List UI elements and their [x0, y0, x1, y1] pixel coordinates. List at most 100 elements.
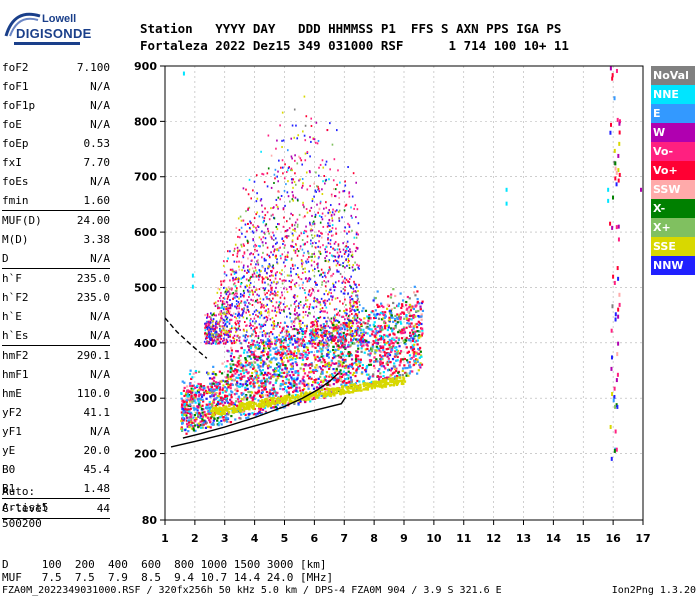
echo-point: [233, 250, 236, 253]
echo-point: [324, 390, 327, 394]
echo-point: [279, 353, 282, 357]
echo-point: [249, 314, 251, 317]
echo-point: [185, 416, 189, 419]
echo-point: [319, 334, 323, 337]
echo-point: [218, 297, 221, 300]
echo-point: [210, 330, 212, 333]
echo-point: [277, 196, 280, 199]
echo-point: [323, 280, 325, 283]
y-tick-label: 500: [134, 281, 157, 294]
echo-point: [380, 365, 383, 368]
echo-point: [288, 227, 291, 230]
echo-point: [343, 252, 346, 255]
echo-point: [325, 306, 328, 309]
echo-point: [180, 419, 183, 423]
echo-point: [335, 369, 338, 372]
echo-point: [307, 382, 310, 386]
echo-point: [233, 334, 236, 337]
echo-point: [294, 196, 297, 199]
echo-point: [290, 285, 292, 288]
echo-point: [365, 343, 368, 346]
echo-point: [352, 172, 355, 175]
echo-point: [372, 373, 375, 376]
echo-point: [293, 283, 296, 286]
echo-point: [327, 392, 331, 396]
echo-point: [306, 356, 309, 360]
echo-point: [238, 297, 240, 300]
echo-point: [400, 332, 403, 335]
echo-point: [243, 406, 246, 410]
echo-point: [281, 111, 284, 114]
echo-point: [408, 339, 411, 342]
echo-point: [289, 217, 291, 220]
echo-point: [324, 271, 326, 274]
echo-point: [301, 382, 304, 385]
logo-lowell-text: Lowell: [42, 13, 77, 25]
echo-point: [313, 195, 315, 198]
echo-point: [334, 286, 336, 289]
echo-point: [233, 273, 236, 276]
echo-point: [247, 193, 250, 196]
echo-point: [235, 380, 239, 383]
echo-point: [316, 396, 319, 399]
echo-point: [264, 332, 267, 335]
echo-point: [230, 403, 233, 406]
echo-point: [252, 299, 254, 302]
echo-point: [327, 222, 329, 225]
echo-point: [322, 379, 325, 382]
echo-point: [383, 343, 387, 346]
echo-point: [288, 338, 292, 342]
echo-point: [354, 261, 356, 264]
echo-point: [260, 354, 263, 358]
echo-point: [242, 369, 245, 372]
echo-point: [255, 372, 258, 375]
echo-point: [331, 362, 334, 365]
echo-point: [284, 386, 287, 389]
echo-point: [216, 322, 219, 325]
param-row: foE N/A: [2, 115, 110, 134]
echo-point: [319, 392, 323, 395]
echo-point: [264, 269, 266, 272]
echo-point: [247, 270, 250, 273]
echo-point: [356, 333, 358, 336]
echo-point: [354, 310, 356, 313]
echo-point: [359, 318, 363, 322]
param-row: fmin 1.60: [2, 191, 110, 211]
echo-point: [265, 223, 268, 226]
echo-point: [325, 331, 328, 334]
echo-point: [255, 200, 258, 203]
echo-point: [413, 325, 416, 328]
echo-point: [356, 329, 359, 332]
echo-point: [236, 277, 238, 280]
echo-point: [260, 303, 263, 306]
echo-point: [403, 380, 407, 383]
echo-point: [212, 419, 215, 422]
echo-point: [390, 293, 393, 296]
echo-point: [402, 339, 405, 342]
echo-point: [253, 217, 256, 220]
echo-point: [262, 374, 265, 377]
echo-point: [266, 319, 269, 322]
echo-point: [229, 335, 231, 338]
echo-point: [296, 345, 299, 348]
echo-point: [232, 363, 235, 366]
echo-point: [419, 346, 422, 350]
echo-point: [269, 264, 271, 267]
echo-point: [315, 328, 318, 331]
echo-point: [229, 287, 231, 290]
echo-point: [241, 269, 243, 272]
echo-point: [391, 330, 394, 333]
echo-point: [180, 403, 184, 407]
echo-point: [262, 386, 266, 390]
echo-point: [249, 357, 253, 360]
echo-point: [279, 351, 282, 354]
echo-point: [297, 351, 300, 354]
echo-point: [353, 300, 356, 304]
echo-point: [346, 317, 349, 320]
echo-point: [352, 287, 355, 290]
echo-point: [342, 262, 344, 265]
echo-point: [258, 403, 262, 406]
echo-point: [347, 250, 350, 253]
echo-point: [328, 291, 330, 294]
echo-point: [386, 355, 389, 358]
